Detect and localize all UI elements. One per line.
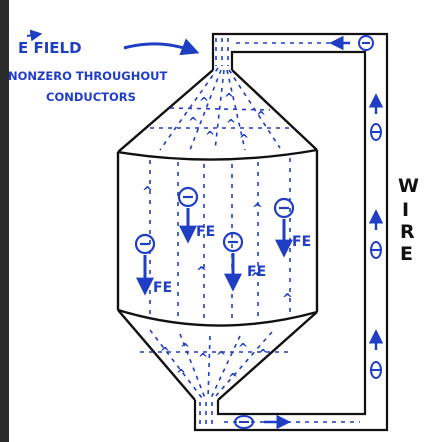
annotation-line1: E FIELD <box>18 39 82 57</box>
svg-text:^: ^ <box>199 95 209 109</box>
wire-electron-bottom <box>234 414 291 430</box>
wire-label: W I R E <box>398 175 419 265</box>
svg-text:^: ^ <box>238 341 248 355</box>
electron-force-3: FE <box>134 233 172 296</box>
wire-letter-w: W <box>398 175 419 197</box>
wire-electron-right-2 <box>368 209 384 259</box>
wire-electron-right-1 <box>368 93 384 141</box>
svg-text:^: ^ <box>224 91 234 105</box>
wire-electron-right-3 <box>368 329 384 379</box>
force-label-4: FE <box>247 264 266 280</box>
svg-text:^: ^ <box>216 349 226 363</box>
svg-text:^: ^ <box>250 271 261 286</box>
vector-arrow-icon <box>26 29 43 42</box>
pointer-arrow-icon <box>123 38 200 56</box>
svg-text:^: ^ <box>228 371 238 385</box>
svg-text:^: ^ <box>176 367 186 381</box>
conductor <box>116 69 319 401</box>
field-lines-cylinder <box>149 158 291 324</box>
field-lines-bottom-cone <box>140 329 360 428</box>
wire-electron-top <box>329 35 374 51</box>
wire <box>193 32 389 432</box>
svg-text:^: ^ <box>180 341 190 355</box>
field-arrows-top-cone: ^ ^ ^ ^ ^ ^ ^ <box>188 91 266 146</box>
svg-text:^: ^ <box>142 185 153 200</box>
svg-text:^: ^ <box>252 202 263 217</box>
field-lines-top-cone <box>150 38 330 151</box>
field-arrows-cylinder: ^ ^ ^ ^ ^ <box>142 185 293 307</box>
svg-text:^: ^ <box>188 115 198 129</box>
annotation-line3: CONDUCTORS <box>46 90 136 104</box>
force-label-3: FE <box>153 280 172 296</box>
svg-text:^: ^ <box>196 265 207 280</box>
electron-force-2: FE <box>273 197 311 258</box>
left-edge-bar <box>0 0 9 442</box>
svg-text:^: ^ <box>282 292 293 307</box>
svg-text:^: ^ <box>258 347 268 361</box>
svg-text:^: ^ <box>256 109 266 123</box>
svg-text:^: ^ <box>160 345 170 359</box>
svg-text:^: ^ <box>239 132 249 146</box>
wire-letter-e: E <box>400 243 413 265</box>
electron-force-1: FE <box>177 186 215 244</box>
svg-text:^: ^ <box>205 129 215 143</box>
force-label-1: FE <box>196 224 215 240</box>
wire-letter-i: I <box>402 199 409 221</box>
force-label-2: FE <box>292 234 311 250</box>
annotation-line2: NONZERO THROUGHOUT <box>8 69 167 83</box>
electron-force-4: FE <box>222 231 266 292</box>
wire-letter-r: R <box>400 221 415 243</box>
svg-text:^: ^ <box>198 351 208 365</box>
annotation: E FIELD NONZERO THROUGHOUT CONDUCTORS <box>8 29 200 104</box>
field-arrows-bottom-cone: ^ ^ ^ ^ ^ ^ ^ ^ <box>160 341 268 385</box>
svg-text:^: ^ <box>226 117 236 131</box>
